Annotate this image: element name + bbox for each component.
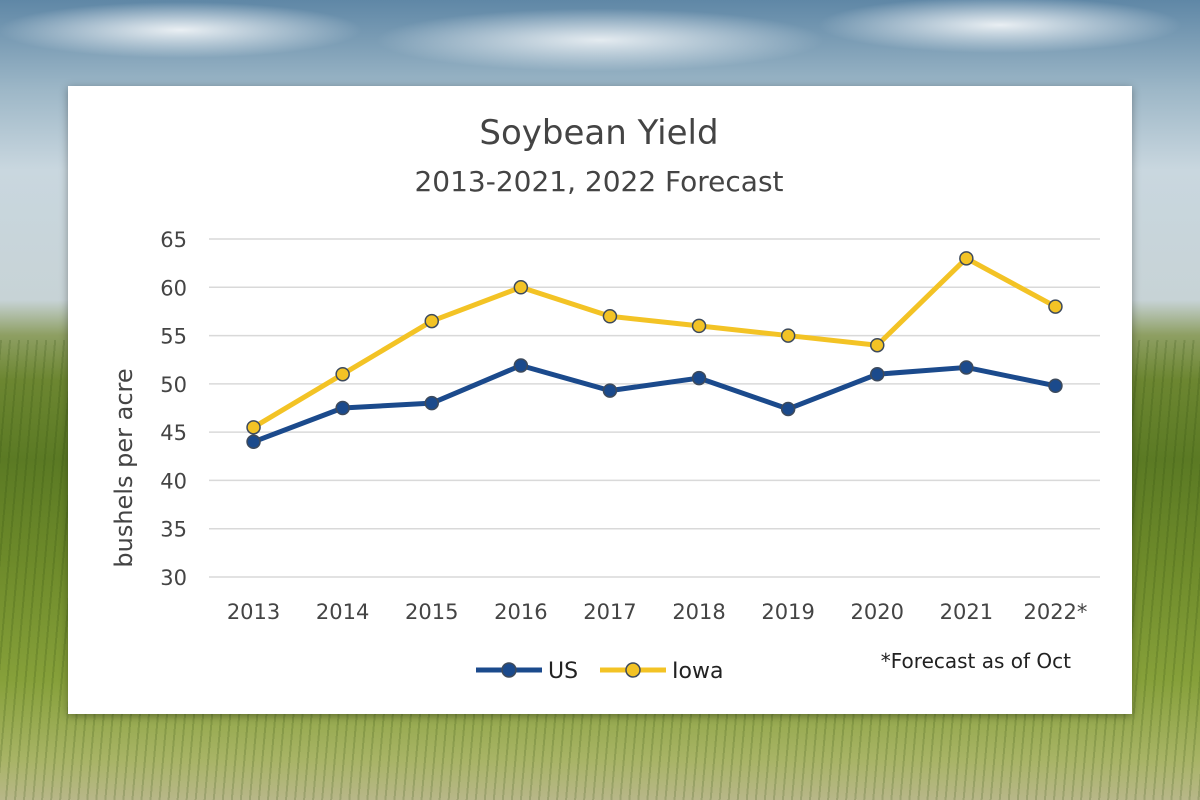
x-tick-label: 2022*: [1023, 600, 1087, 624]
data-point: [691, 318, 707, 334]
x-tick-label: 2019: [761, 600, 814, 624]
y-tick-label: 50: [160, 373, 187, 397]
legend-item-us: US: [476, 659, 578, 684]
data-point: [246, 420, 261, 435]
x-axis-ticks: 2013 2014 2015 2016 2017 2018 2019 2020 2021 2022…: [227, 600, 1088, 624]
data-point: [1048, 378, 1063, 394]
data-point: [513, 280, 529, 295]
x-tick-label: 2021: [940, 600, 993, 624]
x-tick-label: 2017: [583, 600, 636, 624]
data-point: [959, 360, 974, 375]
data-point: [870, 337, 885, 353]
series-line: [252, 363, 1056, 445]
series-line: [252, 255, 1057, 430]
y-axis-ticks: 30 35 40 45 50 55 60 65: [160, 228, 187, 590]
x-tick-label: 2013: [227, 600, 280, 624]
legend-label: Iowa: [672, 659, 723, 684]
series-lines: [246, 251, 1063, 450]
data-point: [335, 366, 350, 382]
legend: US Iowa: [476, 659, 723, 684]
legend-label: US: [548, 659, 578, 684]
data-point: [870, 366, 885, 382]
series-us: [246, 358, 1063, 450]
y-tick-label: 55: [160, 325, 187, 349]
data-point: [246, 434, 261, 450]
x-tick-label: 2016: [494, 600, 547, 624]
x-tick-label: 2018: [672, 600, 725, 624]
data-point: [691, 370, 707, 386]
legend-item-iowa: Iowa: [600, 659, 723, 684]
y-tick-label: 45: [160, 421, 187, 445]
chart-card: Soybean Yield 2013-2021, 2022 Forecast 3…: [68, 86, 1132, 714]
chart-title: Soybean Yield: [479, 113, 718, 153]
legend-swatch-marker: [625, 662, 641, 678]
forecast-note: *Forecast as of Oct: [881, 649, 1071, 673]
data-point: [335, 400, 350, 416]
data-point: [780, 401, 796, 417]
y-tick-label: 30: [160, 566, 187, 590]
data-point: [424, 395, 439, 411]
data-point: [602, 383, 618, 398]
data-point: [780, 328, 796, 343]
data-point: [1048, 299, 1063, 314]
data-point: [424, 313, 439, 329]
y-tick-label: 65: [160, 228, 187, 252]
data-point: [959, 251, 974, 266]
data-point: [513, 358, 529, 373]
soybean-yield-chart: Soybean Yield 2013-2021, 2022 Forecast 3…: [110, 113, 1100, 684]
series-iowa: [246, 251, 1063, 435]
y-axis-label: bushels per acre: [110, 368, 138, 567]
y-tick-label: 40: [160, 469, 187, 493]
legend-swatch-marker: [501, 662, 517, 678]
y-tick-label: 35: [160, 518, 187, 542]
chart-subtitle: 2013-2021, 2022 Forecast: [414, 165, 783, 198]
x-tick-label: 2014: [316, 600, 369, 624]
x-tick-label: 2020: [851, 600, 904, 624]
x-tick-label: 2015: [405, 600, 458, 624]
y-tick-label: 60: [160, 276, 187, 300]
data-point: [602, 309, 618, 324]
